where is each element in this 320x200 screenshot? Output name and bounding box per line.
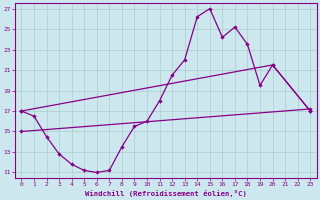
X-axis label: Windchill (Refroidissement éolien,°C): Windchill (Refroidissement éolien,°C) (85, 190, 247, 197)
